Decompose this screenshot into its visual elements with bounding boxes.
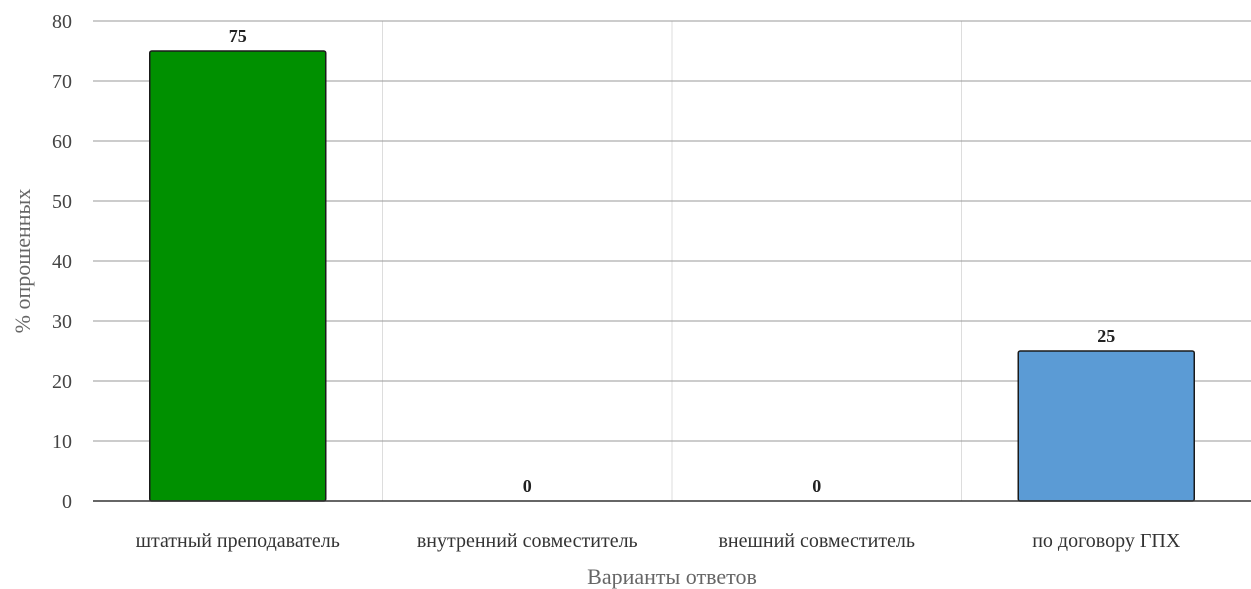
bar — [149, 50, 327, 502]
y-tick-label: 50 — [52, 191, 72, 213]
x-axis-title: Варианты ответов — [587, 564, 757, 589]
y-tick-label: 30 — [52, 311, 72, 333]
y-tick-label: 70 — [52, 71, 72, 93]
y-tick-label: 0 — [62, 491, 72, 513]
y-axis-ticks: 0 10 20 30 40 50 60 70 80 — [52, 11, 72, 513]
bar — [1017, 350, 1195, 502]
x-category-label: внешний совместитель — [718, 530, 915, 552]
y-tick-label: 60 — [52, 131, 72, 153]
y-axis-title: % опрошенных — [10, 189, 35, 334]
x-category-label: внутренний совместитель — [417, 530, 638, 552]
data-label: 75 — [229, 26, 247, 46]
x-axis-categories: штатный преподаватель внутренний совмести… — [136, 530, 1181, 552]
data-label: 0 — [812, 476, 821, 496]
y-tick-label: 10 — [52, 431, 72, 453]
y-tick-label: 40 — [52, 251, 72, 273]
x-category-label: по договору ГПХ — [1032, 530, 1181, 552]
data-label: 0 — [523, 476, 532, 496]
data-label: 25 — [1097, 326, 1115, 346]
data-labels: 75 0 0 25 — [229, 26, 1116, 496]
y-tick-label: 20 — [52, 371, 72, 393]
x-category-label: штатный преподаватель — [136, 530, 340, 552]
y-tick-label: 80 — [52, 11, 72, 33]
